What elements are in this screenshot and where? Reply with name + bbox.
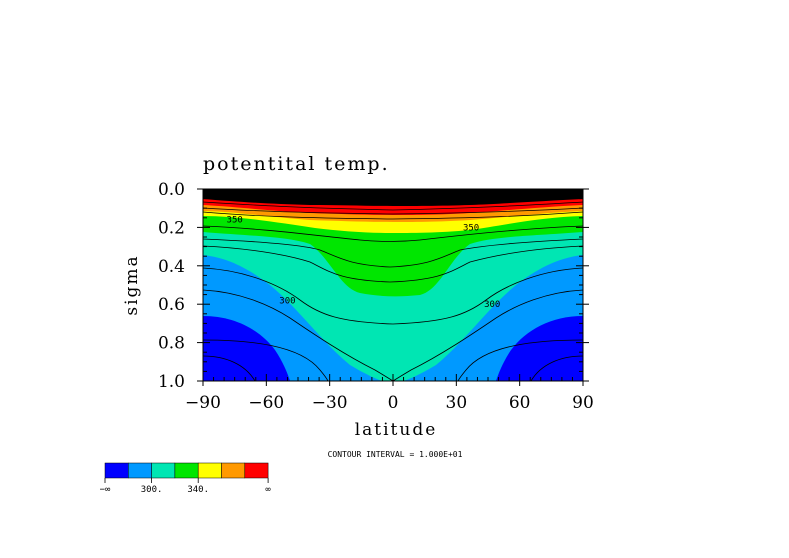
x-tick-label: 0 (388, 393, 399, 413)
x-tick-label: −30 (312, 393, 348, 413)
colorbar-swatch (244, 462, 269, 479)
contour-label: 300 (279, 296, 295, 306)
colorbar: −∞ 300. 340. ∞ (100, 462, 271, 495)
region-black (203, 189, 583, 206)
colorbar-swatch (174, 462, 199, 479)
colorbar-swatch (151, 462, 176, 479)
x-tick-label: 30 (446, 393, 468, 413)
colorbar-swatch (128, 462, 152, 479)
x-axis: −90 −60 −30 0 30 60 90 (185, 189, 594, 413)
contour-line (530, 355, 583, 381)
y-tick-label: 0.4 (158, 257, 185, 277)
contour-line (203, 211, 583, 220)
y-tick-label: 1.0 (158, 372, 185, 392)
contour-line (203, 289, 394, 381)
y-tick-label: 0.8 (158, 334, 185, 354)
x-axis-label: latitude (355, 420, 438, 440)
colorbar-label: ∞ (265, 485, 271, 495)
contour-line (203, 201, 583, 211)
colorbar-label: 300. (141, 485, 163, 495)
contour-line (203, 225, 583, 242)
contour-line (203, 267, 583, 325)
contour-line (392, 289, 583, 381)
x-tick-label: 60 (509, 393, 531, 413)
colorbar-swatch (197, 462, 222, 479)
contour-line (203, 238, 583, 268)
contour-labels: 300 300 350 350 (227, 216, 501, 310)
x-tick-label: −90 (185, 393, 221, 413)
y-axis-label: sigma (122, 254, 142, 315)
plot-area (203, 189, 583, 381)
contour-label: 350 (463, 223, 479, 233)
contour-line (203, 207, 583, 215)
contour-line (203, 355, 256, 381)
contour-line (457, 339, 583, 381)
contour-label: 350 (227, 216, 243, 226)
colorbar-label: 340. (187, 485, 209, 495)
colorbar-label: −∞ (100, 485, 111, 495)
region-blue-right (496, 316, 583, 381)
y-tick-label: 0.6 (158, 295, 185, 315)
contour-line (203, 245, 583, 283)
contour-interval-text: CONTOUR INTERVAL = 1.000E+01 (328, 450, 463, 459)
y-tick-label: 0.2 (158, 218, 185, 238)
chart-title: potentital temp. (203, 153, 390, 175)
y-tick-label: 0.0 (158, 180, 185, 200)
region-blue-left (203, 316, 290, 381)
colorbar-swatch (221, 462, 246, 479)
x-tick-label: 90 (572, 393, 594, 413)
x-tick-label: −60 (248, 393, 284, 413)
contour-line (203, 339, 329, 381)
y-axis: 0.0 0.2 0.4 0.6 0.8 1.0 (158, 180, 589, 392)
contour-label: 300 (484, 300, 500, 310)
colorbar-swatch (104, 462, 129, 479)
